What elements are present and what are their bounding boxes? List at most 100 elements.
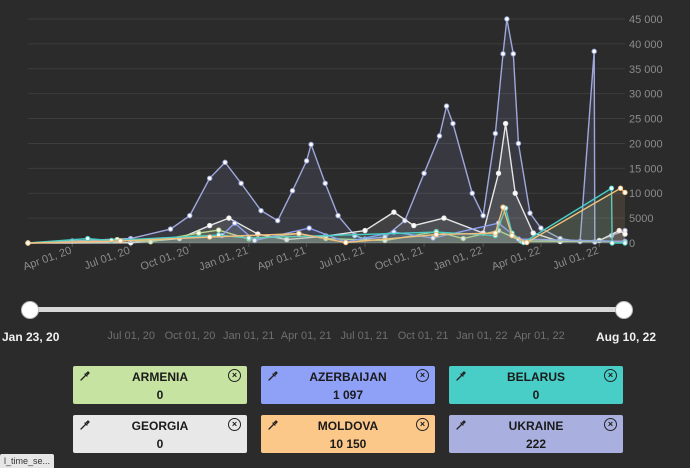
slider-tick-label: Jul 01, 21 — [340, 330, 389, 342]
country-name: BELARUS — [506, 370, 565, 384]
slider-end-handle[interactable] — [615, 301, 633, 319]
country-card-armenia[interactable]: ARMENIA 0 × — [73, 366, 247, 404]
y-tick-label: 15 000 — [629, 163, 663, 175]
data-point — [206, 234, 213, 240]
country-name: GEORGIA — [131, 419, 189, 433]
data-point — [443, 103, 450, 109]
data-point — [187, 212, 193, 219]
date-range-slider[interactable]: Jul 01, 20 Oct 01, 20 Jan 01, 21 Apr 01, 21… — [0, 295, 690, 355]
data-point — [343, 239, 349, 246]
data-point — [509, 232, 515, 239]
series-ukraine — [25, 16, 628, 246]
data-point — [617, 185, 624, 191]
x-axis-ticks: Apr 01, 20 Jul 01, 20 Oct 01, 20 Jan 01, 21… — [22, 245, 601, 274]
series-area — [28, 123, 625, 243]
data-point — [322, 180, 328, 186]
data-point — [502, 120, 509, 127]
data-point — [622, 189, 628, 196]
country-value: 0 — [532, 388, 540, 402]
close-icon[interactable]: × — [416, 369, 429, 382]
slider-tick-label: Apr 01, 21 — [280, 330, 332, 342]
data-point — [591, 48, 597, 55]
x-tick-label: Jan 01, 21 — [197, 245, 249, 274]
country-value: 0 — [156, 388, 164, 402]
data-point — [335, 212, 341, 219]
slider-track[interactable] — [29, 307, 623, 312]
country-value: 0 — [156, 437, 164, 451]
data-point — [430, 235, 436, 241]
data-point — [289, 188, 296, 194]
data-point — [608, 185, 615, 191]
data-point — [495, 170, 502, 177]
data-point — [421, 170, 427, 177]
country-card-moldova[interactable]: MOLDOVA 10 150 × — [261, 415, 435, 453]
eyedropper-icon[interactable] — [79, 370, 91, 382]
data-point — [308, 141, 314, 148]
data-point — [436, 133, 443, 139]
eyedropper-icon[interactable] — [267, 419, 279, 431]
gridlines — [28, 18, 625, 247]
data-point — [238, 180, 244, 186]
data-point — [510, 51, 517, 57]
data-point — [275, 217, 281, 224]
y-tick-label: 30 000 — [629, 89, 663, 101]
x-tick-label: Apr 01, 22 — [490, 245, 542, 274]
data-point — [609, 240, 615, 246]
slider-start-handle[interactable] — [21, 301, 39, 319]
data-point — [296, 230, 302, 237]
data-point — [441, 215, 447, 221]
eyedropper-icon[interactable] — [79, 419, 91, 431]
country-card-georgia[interactable]: GEORGIA 0 × — [73, 415, 247, 453]
x-tick-label: Oct 01, 21 — [373, 245, 425, 274]
data-point — [117, 238, 124, 244]
series-area — [28, 230, 625, 243]
y-tick-label: 25 000 — [629, 114, 663, 126]
eyedropper-icon[interactable] — [455, 370, 467, 382]
country-card-belarus[interactable]: BELARUS 0 × — [449, 366, 623, 404]
country-name: ARMENIA — [132, 370, 188, 384]
eyedropper-icon[interactable] — [267, 370, 279, 382]
slider-start-label: Jan 23, 20 — [2, 330, 60, 344]
bottom-tab[interactable]: l_time_se... — [0, 454, 55, 468]
data-point — [226, 215, 232, 221]
x-tick-label: Apr 01, 21 — [256, 245, 308, 274]
close-icon[interactable]: × — [416, 418, 429, 431]
series-line — [27, 18, 626, 244]
close-icon[interactable]: × — [604, 369, 617, 382]
country-card-azerbaijan[interactable]: AZERBAIJAN 1 097 × — [261, 366, 435, 404]
close-icon[interactable]: × — [228, 369, 241, 382]
data-point — [206, 175, 213, 181]
data-point — [206, 222, 213, 229]
data-point — [512, 190, 518, 196]
data-point — [306, 225, 312, 231]
y-tick-label: 10 000 — [629, 188, 663, 200]
data-point — [527, 210, 533, 216]
data-point — [530, 230, 536, 236]
slider-tick-label: Oct 01, 20 — [164, 330, 216, 342]
x-tick-label: Jul 01, 20 — [83, 245, 132, 273]
series-area — [28, 19, 625, 243]
slider-tick-label: Jan 01, 22 — [456, 330, 508, 342]
slider-tick-label: Jan 01, 21 — [223, 330, 275, 342]
covid-cases-line-chart: 0 5000 10 000 15 000 20 000 25 000 30 000 35 00… — [22, 14, 663, 274]
data-point — [469, 190, 475, 196]
close-icon[interactable]: × — [228, 418, 241, 431]
country-card-ukraine[interactable]: UKRAINE 222 × — [449, 415, 623, 453]
data-point — [25, 240, 31, 246]
slider-end-label: Aug 10, 22 — [596, 330, 657, 344]
close-icon[interactable]: × — [604, 418, 617, 431]
eyedropper-icon[interactable] — [455, 419, 467, 431]
y-tick-label: 45 000 — [629, 14, 663, 26]
data-point — [167, 226, 174, 232]
country-name: AZERBAIJAN — [309, 370, 387, 384]
country-value: 10 150 — [329, 437, 367, 451]
data-point — [500, 51, 506, 57]
x-tick-label: Jul 01, 22 — [551, 245, 600, 273]
data-point — [515, 140, 522, 147]
country-name: MOLDOVA — [317, 419, 379, 433]
y-tick-label: 40 000 — [629, 39, 663, 51]
y-tick-label: 20 000 — [629, 138, 663, 150]
data-point — [492, 230, 499, 236]
data-point — [411, 222, 417, 229]
data-point — [504, 16, 510, 22]
